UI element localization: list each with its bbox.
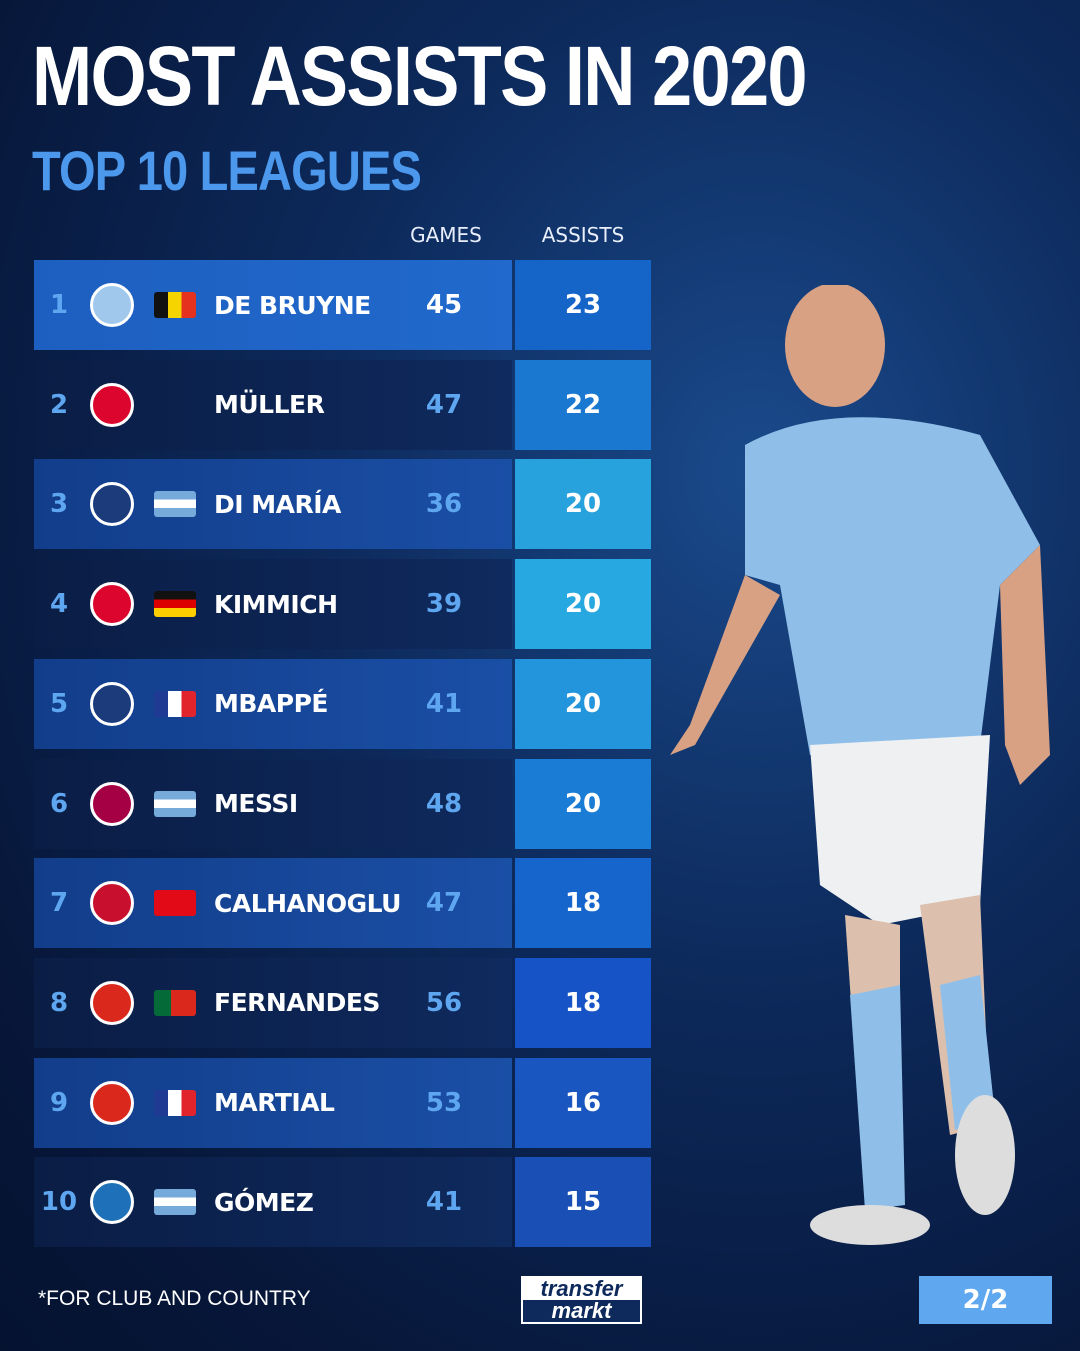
sporting-and-manchester-united-crests-icon [90, 980, 134, 1025]
assists-value: 18 [515, 957, 651, 1048]
table-row: 7 CALHANOGLU 47 [34, 858, 512, 949]
logo-line1: transfer [540, 1276, 623, 1301]
turkey-flag-icon [154, 890, 196, 917]
psg-crest-icon [90, 482, 134, 527]
table-row: 2 MÜLLER 47 [34, 359, 512, 450]
assists-value: 23 [515, 260, 651, 350]
france-flag-icon [154, 1089, 196, 1116]
games-value: 56 [425, 987, 463, 1018]
no-flag-icon [154, 392, 196, 418]
barcelona-crest-icon [90, 781, 134, 826]
france-flag-icon [154, 690, 196, 717]
table-row: 1 DE BRUYNE 45 [34, 260, 512, 350]
table-row: 10 GÓMEZ 41 [34, 1157, 512, 1248]
games-value: 39 [425, 589, 463, 620]
table-row: 3 DI MARÍA 36 [34, 459, 512, 550]
germany-flag-icon [154, 591, 196, 618]
player-name: GÓMEZ [214, 1187, 314, 1217]
games-value: 36 [425, 489, 463, 520]
player-name: CALHANOGLU [214, 888, 401, 918]
belgium-flag-icon [154, 292, 196, 318]
assists-value: 20 [515, 459, 651, 550]
bayern-munich-crest-icon [90, 382, 134, 427]
logo-line2: markt [523, 1300, 640, 1322]
games-value: 53 [425, 1087, 463, 1118]
table-row: 4 KIMMICH 39 [34, 559, 512, 650]
page-indicator: 2/2 [919, 1276, 1052, 1324]
games-header: GAMES [410, 223, 482, 247]
rank: 5 [49, 688, 69, 719]
manchester-united-crest-icon [90, 1080, 134, 1125]
assists-value: 22 [515, 359, 651, 450]
manchester-city-crest-icon [90, 283, 134, 327]
rank: 8 [49, 987, 69, 1018]
games-value: 41 [425, 688, 463, 719]
player-name: DE BRUYNE [214, 290, 371, 320]
assists-value: 20 [515, 658, 651, 749]
table-row: 5 MBAPPÉ 41 [34, 658, 512, 749]
assists-value: 16 [515, 1057, 651, 1148]
assists-value: 20 [515, 559, 651, 650]
player-name: KIMMICH [214, 589, 338, 619]
rank: 3 [49, 489, 69, 520]
portugal-flag-icon [154, 989, 196, 1016]
games-value: 47 [425, 389, 463, 420]
argentina-flag-icon [154, 491, 196, 518]
assists-value: 18 [515, 858, 651, 949]
page-subtitle: TOP 10 LEAGUES [32, 139, 422, 202]
rank: 1 [49, 290, 69, 320]
rank: 7 [49, 888, 69, 919]
player-name: FERNANDES [214, 988, 380, 1018]
argentina-flag-icon [154, 790, 196, 817]
psg-crest-icon [90, 681, 134, 726]
rank: 9 [49, 1087, 69, 1118]
rank: 10 [40, 1187, 78, 1218]
games-value: 41 [425, 1187, 463, 1218]
atalanta-crest-icon [90, 1180, 134, 1225]
player-name: MÜLLER [214, 390, 325, 420]
assists-value: 20 [515, 758, 651, 849]
rank: 6 [49, 788, 69, 819]
page-title: MOST ASSISTS IN 2020 [32, 29, 808, 123]
ac-milan-crest-icon [90, 881, 134, 926]
assists-header: ASSISTS [541, 223, 625, 247]
player-photo [670, 285, 1050, 1245]
games-value: 48 [425, 788, 463, 819]
rank: 4 [49, 589, 69, 620]
table-row: 8 FERNANDES 56 [34, 957, 512, 1048]
player-name: MBAPPÉ [214, 689, 329, 719]
rank: 2 [49, 389, 69, 420]
table-row: 6 MESSI 48 [34, 758, 512, 849]
games-value: 45 [425, 290, 463, 320]
player-name: MARTIAL [214, 1088, 335, 1118]
transfermarkt-logo: transfer markt [521, 1276, 642, 1324]
table-row: 9 MARTIAL 53 [34, 1057, 512, 1148]
assists-value: 15 [515, 1157, 651, 1248]
footnote: *FOR CLUB AND COUNTRY [38, 1287, 311, 1310]
bayern-munich-crest-icon [90, 582, 134, 627]
games-value: 47 [425, 888, 463, 919]
argentina-flag-icon [154, 1189, 196, 1216]
player-name: MESSI [214, 789, 298, 818]
player-name: DI MARÍA [214, 489, 341, 519]
